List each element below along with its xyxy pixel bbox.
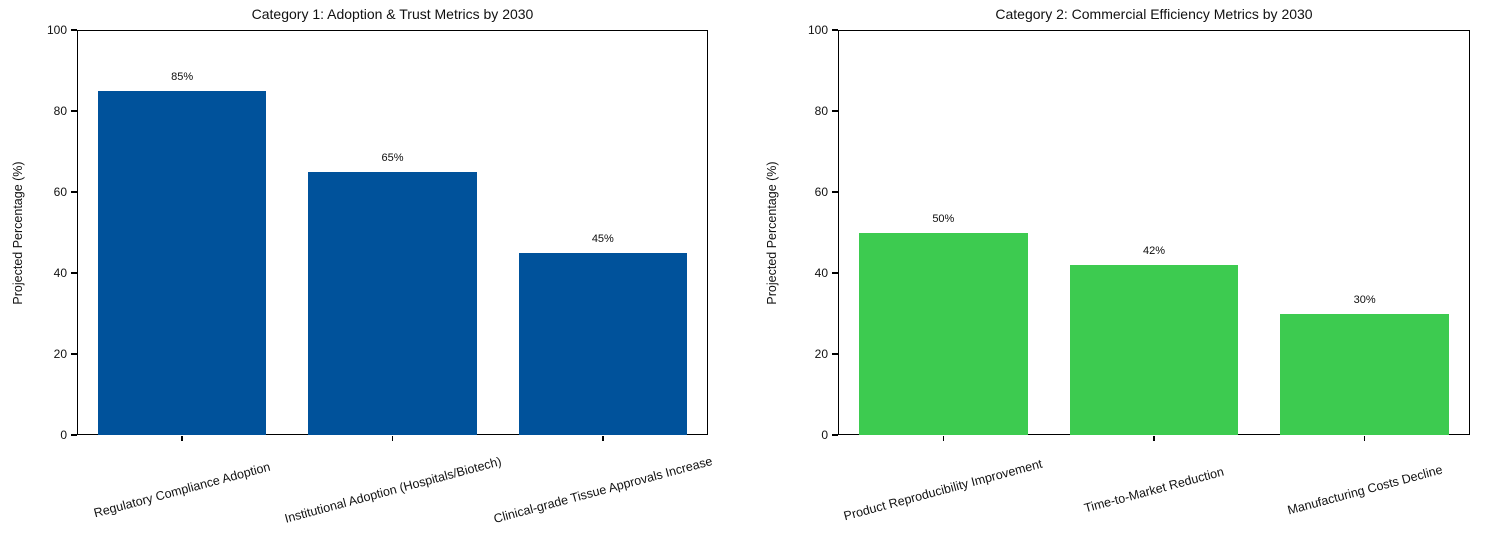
- y-tick-mark: [832, 110, 838, 112]
- bar-value-label: 42%: [1142, 244, 1166, 257]
- x-tick-mark: [181, 435, 183, 441]
- y-tick-mark: [71, 353, 77, 355]
- y-tick-mark: [832, 353, 838, 355]
- y-tick-label: 80: [814, 104, 828, 118]
- x-tick-label: Time-to-Market Reduction: [1082, 464, 1226, 516]
- bar: [859, 232, 1028, 435]
- y-tick-mark: [71, 191, 77, 193]
- y-tick-mark: [832, 434, 838, 436]
- bar: [518, 252, 687, 435]
- bar-value-label: 45%: [591, 232, 614, 245]
- x-tick-mark: [1153, 435, 1155, 441]
- x-tick-label: Manufacturing Costs Decline: [1285, 462, 1444, 518]
- y-axis-label: Projected Percentage (%): [765, 160, 779, 305]
- bar: [98, 90, 267, 435]
- y-tick-mark: [71, 272, 77, 274]
- bar-value-label: 85%: [171, 70, 194, 83]
- chart-title: Category 1: Adoption & Trust Metrics by …: [251, 6, 534, 22]
- y-tick-label: 20: [814, 347, 828, 361]
- y-tick-label: 0: [60, 428, 67, 442]
- y-tick-label: 60: [53, 185, 67, 199]
- y-tick-mark: [832, 272, 838, 274]
- y-tick-mark: [832, 191, 838, 193]
- x-tick-mark: [602, 435, 604, 441]
- x-tick-mark: [1363, 435, 1366, 441]
- y-tick-mark: [71, 434, 77, 436]
- y-tick-label: 40: [814, 266, 828, 280]
- y-tick-mark: [71, 29, 77, 31]
- bar: [308, 171, 477, 435]
- y-tick-label: 60: [814, 185, 828, 199]
- bar-value-label: 65%: [381, 151, 404, 164]
- y-tick-label: 0: [821, 428, 828, 442]
- x-tick-label: Product Reproducibility Improvement: [842, 456, 1045, 524]
- bar-value-label: 30%: [1353, 293, 1376, 306]
- y-tick-mark: [832, 29, 838, 31]
- y-tick-label: 40: [53, 266, 67, 280]
- y-tick-label: 80: [53, 104, 67, 118]
- y-tick-label: 100: [807, 23, 828, 37]
- x-tick-mark: [391, 435, 394, 441]
- y-tick-label: 20: [53, 347, 67, 361]
- bar: [1069, 264, 1239, 435]
- bar: [1280, 313, 1449, 435]
- y-tick-label: 100: [46, 23, 67, 37]
- chart-title: Category 2: Commercial Efficiency Metric…: [995, 6, 1313, 22]
- y-tick-mark: [71, 110, 77, 112]
- bar-value-label: 50%: [932, 212, 955, 225]
- x-tick-mark: [942, 435, 945, 441]
